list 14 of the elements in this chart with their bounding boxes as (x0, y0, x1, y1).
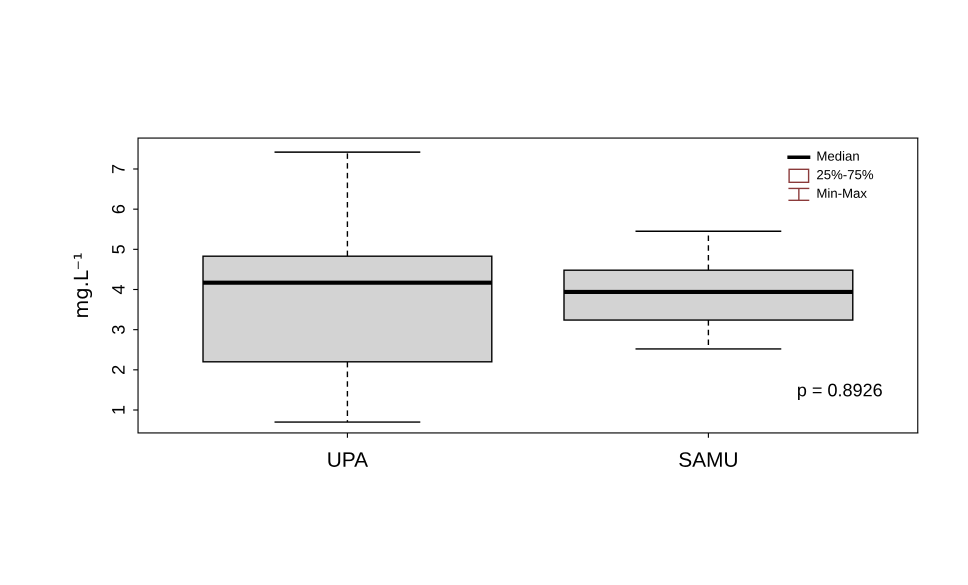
x-tick-label: SAMU (679, 452, 737, 467)
annotation: Median (817, 151, 859, 161)
annotation: 25%-75% (817, 170, 874, 180)
y-tick-label: 5 (112, 245, 125, 254)
y-tick-label: 6 (112, 204, 125, 214)
annotation: p = 0.8926 (798, 384, 882, 400)
annotation: Min-Max (817, 188, 867, 198)
y-tick-label: 4 (112, 285, 125, 294)
y-axis-title: mg.L⁻¹ (74, 253, 92, 317)
y-tick-label: 7 (112, 164, 125, 174)
y-tick-label: 2 (112, 366, 125, 374)
x-tick-label: UPA (328, 452, 368, 467)
y-tick-label: 1 (112, 406, 125, 414)
y-tick-label: 3 (112, 325, 125, 334)
